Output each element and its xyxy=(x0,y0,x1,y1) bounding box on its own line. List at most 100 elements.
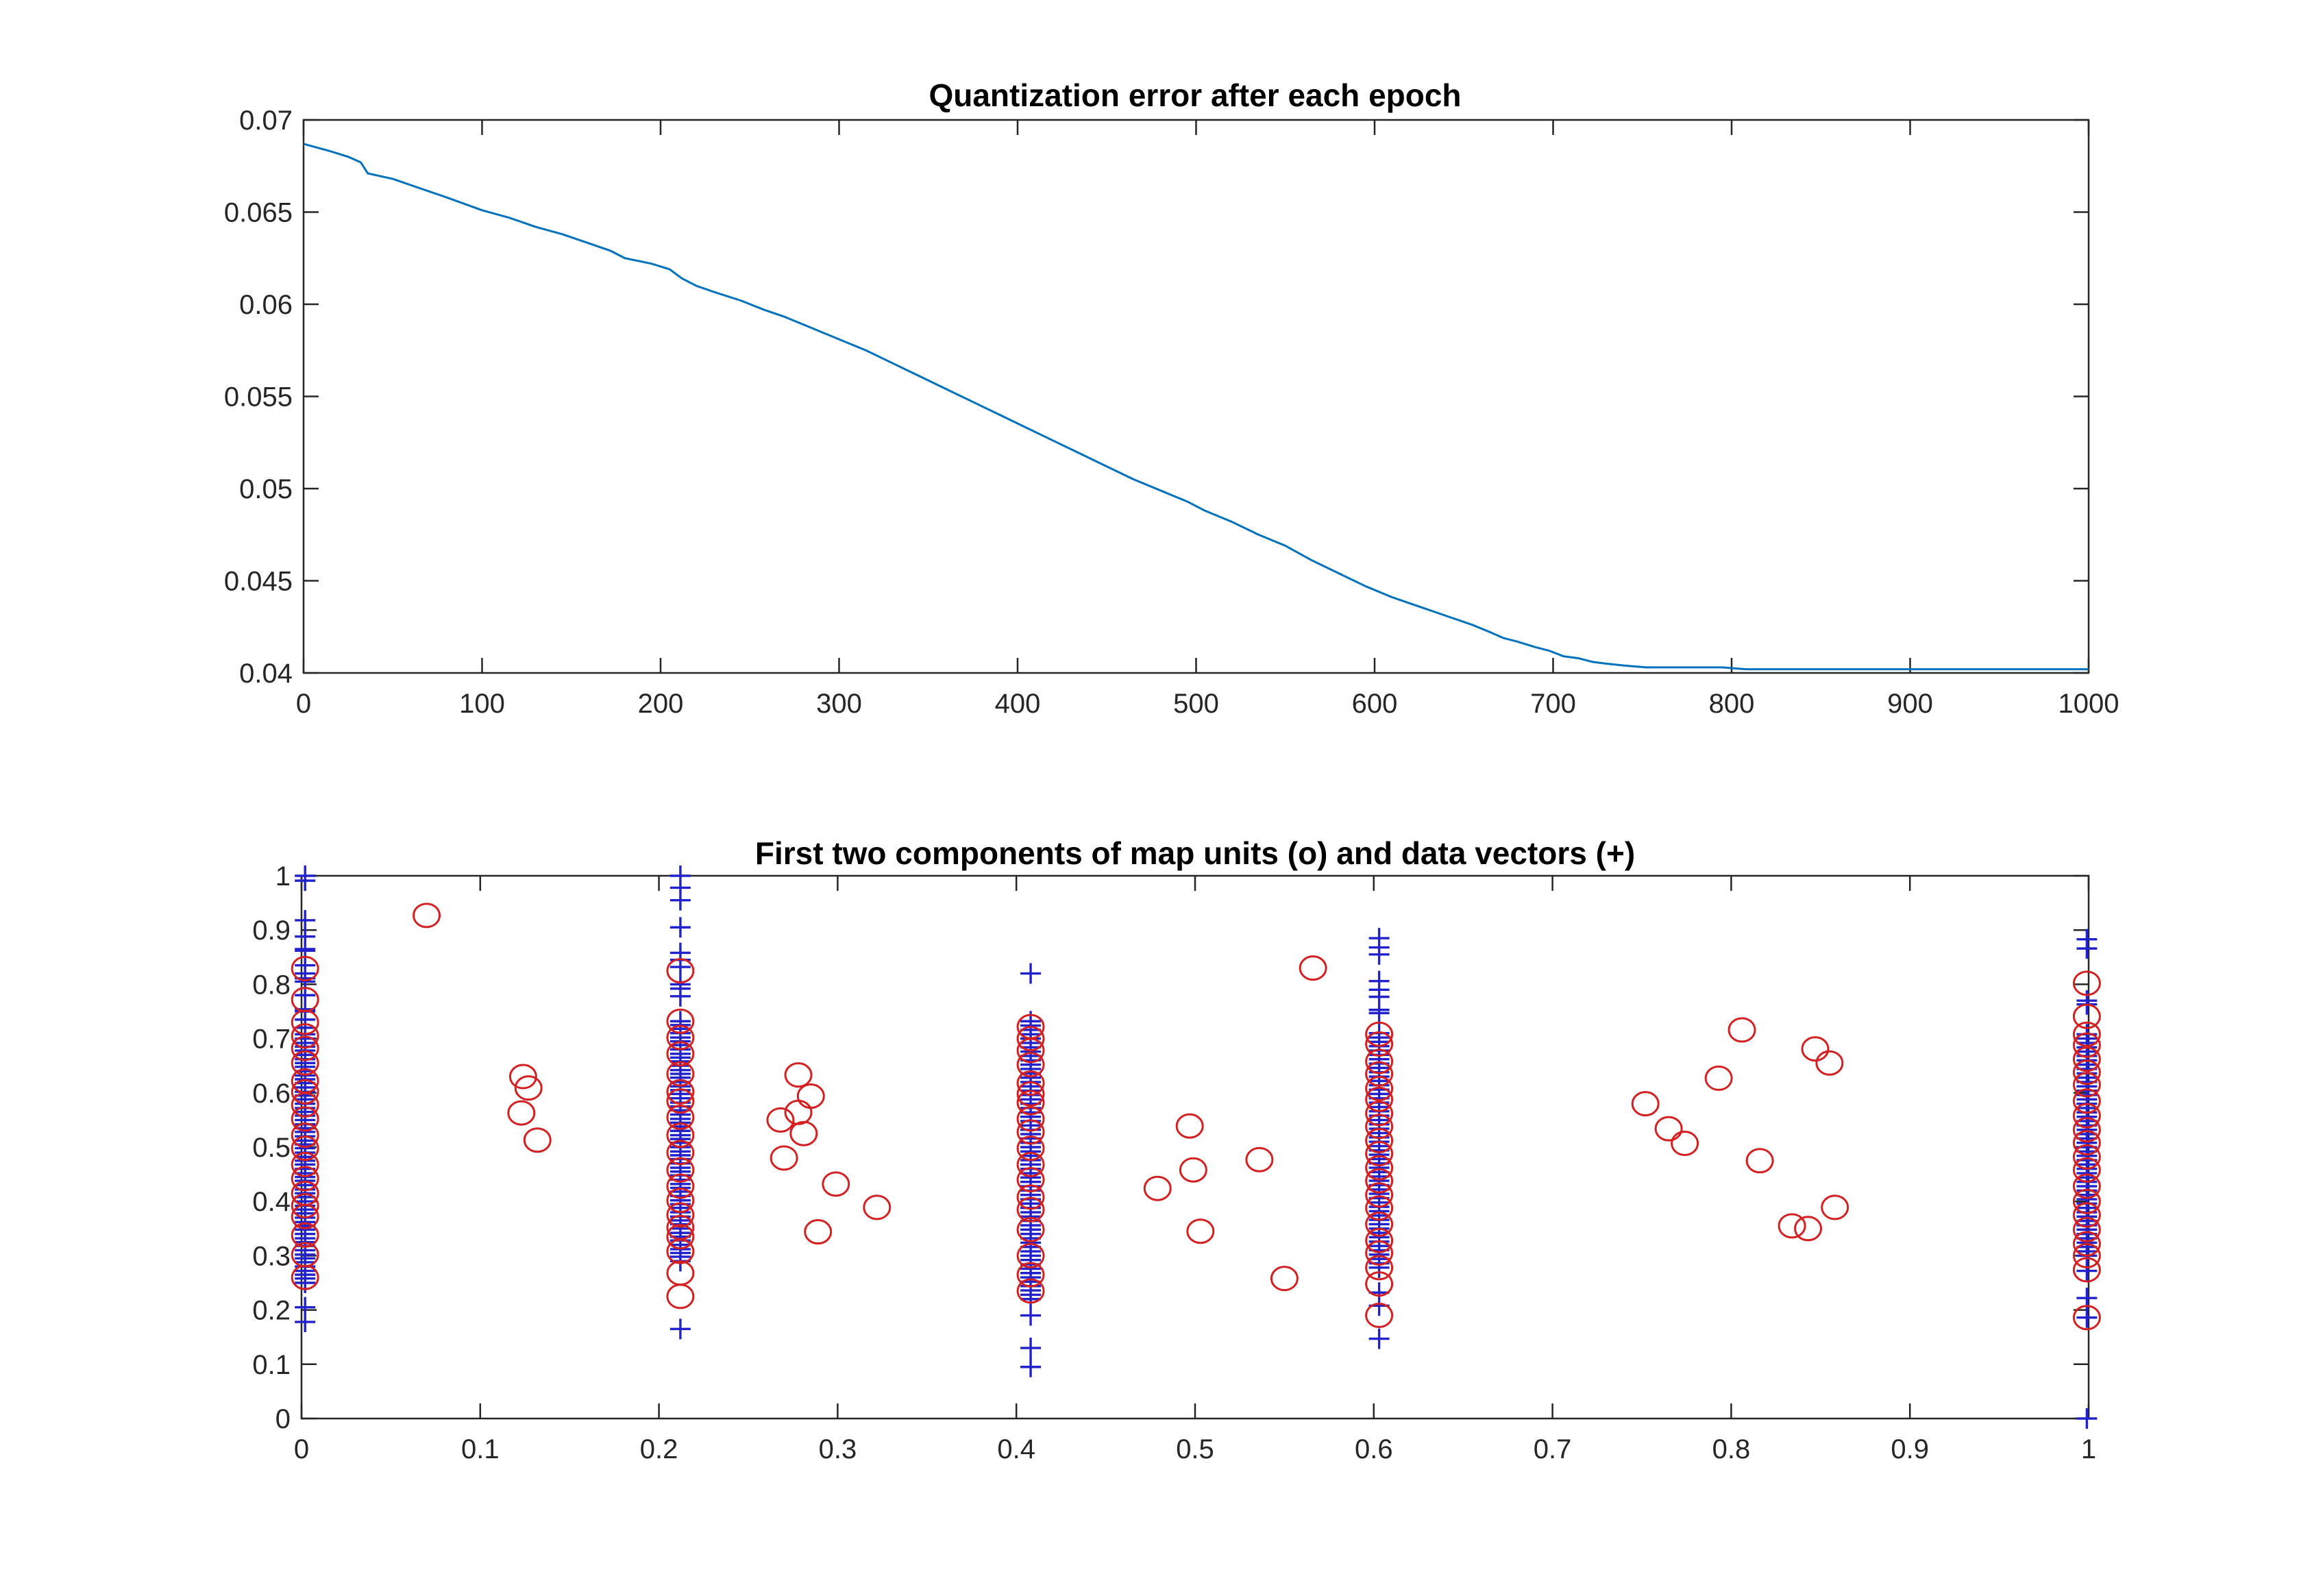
map-unit-circle xyxy=(291,1009,319,1035)
map-unit-circle xyxy=(291,1222,319,1248)
map-unit-circle xyxy=(666,1041,695,1067)
x-tick-label: 300 xyxy=(816,689,862,719)
x-tick-label: 1000 xyxy=(2058,689,2119,719)
y-tick-label: 0.9 xyxy=(252,916,291,946)
map-unit-circle xyxy=(1654,1116,1683,1142)
map-unit-circle xyxy=(1365,1271,1394,1297)
map-unit-circle xyxy=(1016,1038,1045,1064)
map-unit-circle xyxy=(784,1099,813,1125)
map-unit-circle xyxy=(666,1173,695,1199)
bottom-chart-title: First two components of map units (o) an… xyxy=(754,835,1636,871)
map-unit-circle xyxy=(1179,1157,1207,1183)
map-unit-circle xyxy=(291,1035,319,1061)
y-tick-label: 0.6 xyxy=(252,1079,291,1109)
map-unit-circle xyxy=(1016,1106,1045,1132)
map-unit-circle xyxy=(291,1106,319,1132)
y-tick-label: 0 xyxy=(275,1404,291,1434)
map-unit-circle xyxy=(1365,1114,1394,1140)
map-unit-circle xyxy=(291,1166,319,1192)
map-unit-circle xyxy=(2072,970,2101,996)
y-tick-label: 0.07 xyxy=(239,106,293,136)
x-tick-label: 500 xyxy=(1173,689,1219,719)
map-unit-circle xyxy=(766,1107,795,1133)
map-unit-circle xyxy=(1016,1184,1045,1210)
x-tick-label: 0.5 xyxy=(1176,1434,1214,1464)
map-unit-circle xyxy=(1016,1278,1045,1304)
x-tick-label: 400 xyxy=(995,689,1041,719)
map-unit-circle xyxy=(666,1140,695,1166)
x-tick-label: 0.7 xyxy=(1534,1434,1572,1464)
map-unit-circle xyxy=(523,1127,552,1153)
y-tick-label: 0.04 xyxy=(239,659,293,689)
map-unit-circle xyxy=(666,958,695,984)
map-unit-circle xyxy=(291,1264,319,1290)
map-unit-circle xyxy=(1365,1240,1394,1266)
y-tick-label: 0.7 xyxy=(252,1024,291,1055)
map-unit-circle xyxy=(1704,1065,1733,1091)
map-unit-circle xyxy=(291,1122,319,1149)
map-unit-circle xyxy=(666,1079,695,1105)
map-unit-circle xyxy=(1801,1036,1830,1062)
map-unit-circle xyxy=(666,1061,695,1087)
top-chart-title: Quantization error after each epoch xyxy=(929,77,1462,113)
map-unit-circle xyxy=(2072,1188,2101,1214)
map-unit-circle xyxy=(1365,1141,1394,1167)
map-unit-circle xyxy=(1365,1031,1394,1057)
axis-box xyxy=(300,874,2090,1420)
map-unit-circle xyxy=(1143,1175,1172,1201)
map-unit-circle xyxy=(2072,1130,2101,1156)
map-unit-circle xyxy=(1365,1101,1394,1127)
x-tick-label: 700 xyxy=(1530,689,1576,719)
y-tick-label: 1 xyxy=(275,861,291,892)
y-tick-label: 0.065 xyxy=(224,198,293,228)
map-unit-circle xyxy=(666,1008,695,1034)
map-unit-circle xyxy=(291,1092,319,1118)
map-unit-circle xyxy=(2072,1072,2101,1098)
map-unit-circle xyxy=(1016,1090,1045,1116)
map-unit-circle xyxy=(784,1062,813,1088)
map-unit-circle xyxy=(2072,1103,2101,1129)
map-unit-circle xyxy=(822,1171,850,1197)
map-unit-circle xyxy=(1365,1255,1394,1281)
y-tick-label: 0.2 xyxy=(252,1296,291,1326)
y-tick-label: 0.055 xyxy=(224,382,293,413)
map-unit-circle xyxy=(1016,1167,1045,1193)
map-unit-circle xyxy=(1016,1052,1045,1078)
map-unit-circle xyxy=(1365,1227,1394,1253)
y-tick-label: 0.3 xyxy=(252,1241,291,1271)
data-vectors-markers xyxy=(295,865,2098,1429)
map-unit-circle xyxy=(666,1088,695,1114)
map-unit-circle xyxy=(1016,1119,1045,1145)
map-unit-circle xyxy=(666,1104,695,1130)
map-unit-circle xyxy=(291,1203,319,1229)
map-unit-circle xyxy=(413,903,441,929)
map-unit-circle xyxy=(1016,1026,1045,1052)
map-unit-circle xyxy=(2072,1046,2101,1072)
x-tick-label: 600 xyxy=(1352,689,1398,719)
x-tick-label: 0 xyxy=(296,689,311,719)
map-unit-circle xyxy=(2072,1202,2101,1228)
map-unit-circle xyxy=(2072,1305,2101,1331)
map-unit-circle xyxy=(1365,1021,1394,1047)
map-unit-circle xyxy=(1365,1195,1394,1221)
map-unit-circle xyxy=(770,1145,798,1171)
map-unit-circle xyxy=(1270,1266,1299,1292)
map-unit-circle xyxy=(291,1193,319,1219)
x-tick-label: 0 xyxy=(294,1434,309,1464)
map-unit-circle xyxy=(1365,1086,1394,1112)
x-tick-label: 800 xyxy=(1709,689,1755,719)
map-unit-circle xyxy=(2072,1003,2101,1029)
map-unit-circle xyxy=(2072,1021,2101,1047)
map-unit-circle xyxy=(1365,1155,1394,1181)
map-unit-circle xyxy=(666,1224,695,1250)
map-unit-circle xyxy=(1016,1262,1045,1288)
map-unit-circle xyxy=(796,1083,825,1109)
map-unit-circle xyxy=(1299,955,1327,981)
map-unit-circle xyxy=(291,955,319,981)
y-tick-label: 0.4 xyxy=(252,1187,291,1217)
map-unit-circle xyxy=(2072,1117,2101,1143)
map-unit-circle xyxy=(1778,1213,1806,1239)
map-unit-circle xyxy=(1016,1070,1045,1096)
map-unit-circle xyxy=(1365,1168,1394,1194)
